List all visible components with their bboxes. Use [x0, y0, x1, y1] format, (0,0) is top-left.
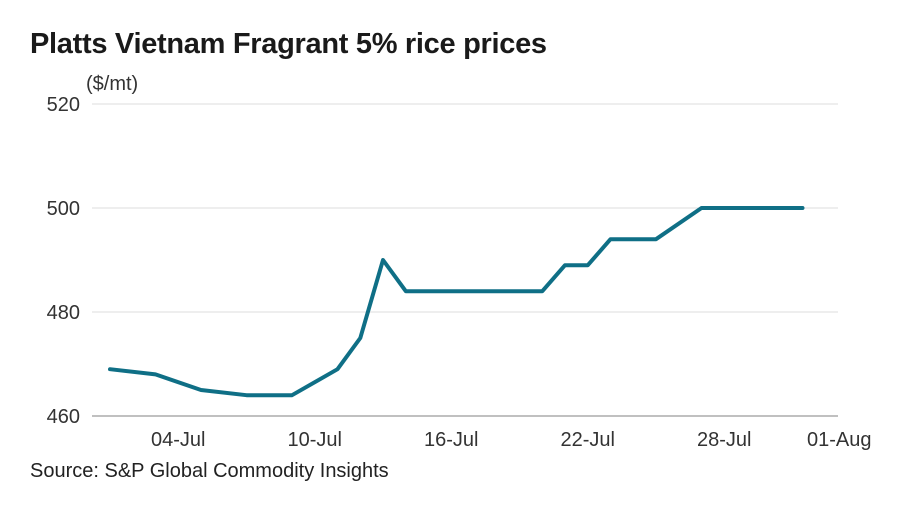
series-line — [108, 206, 805, 398]
x-tick-label: 22-Jul — [561, 429, 615, 451]
gridlines — [92, 103, 838, 417]
y-axis-unit: ($/mt) — [86, 73, 139, 95]
y-tick-label: 460 — [47, 406, 80, 428]
x-tick-label: 01-Aug — [807, 429, 872, 451]
x-tick-label: 16-Jul — [424, 429, 478, 451]
y-tick-label: 500 — [47, 198, 80, 220]
y-tick-label: 480 — [47, 302, 80, 324]
y-tick-labels: 460 480 500 520 — [47, 94, 80, 428]
x-tick-label: 10-Jul — [288, 429, 342, 451]
x-tick-labels: 04-Jul 10-Jul 16-Jul 22-Jul 28-Jul 01-Aug — [151, 429, 871, 451]
x-tick-label: 28-Jul — [697, 429, 751, 451]
chart-source: Source: S&P Global Commodity Insights — [30, 460, 389, 482]
x-tick-label: 04-Jul — [151, 429, 205, 451]
y-tick-label: 520 — [47, 94, 80, 116]
chart-title: Platts Vietnam Fragrant 5% rice prices — [30, 28, 547, 60]
series-lines — [108, 206, 805, 398]
